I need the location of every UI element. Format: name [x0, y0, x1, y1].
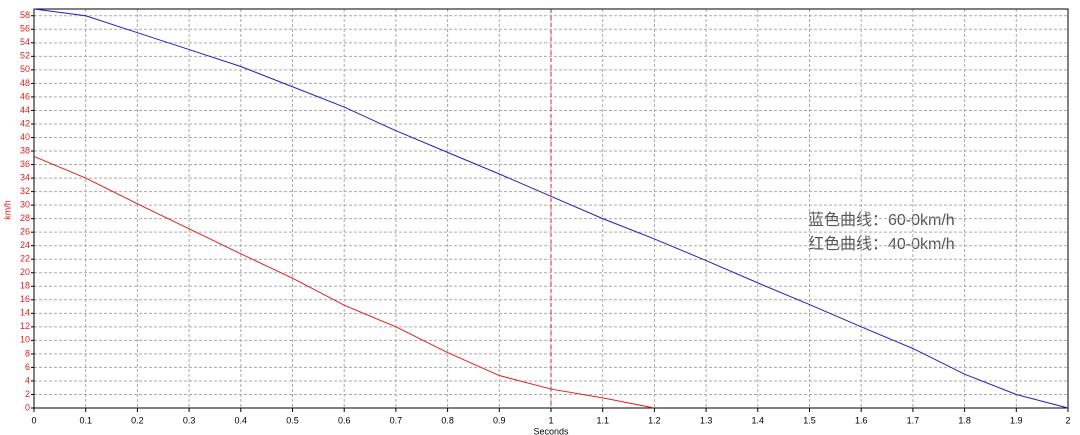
x-tick-label: 0.9 — [493, 415, 506, 425]
x-tick-label: 0.6 — [338, 415, 351, 425]
y-tick-label: 50 — [20, 64, 30, 74]
x-tick-label: 1.7 — [907, 415, 920, 425]
y-tick-label: 56 — [20, 24, 30, 34]
y-tick-label: 18 — [20, 281, 30, 291]
y-tick-label: 48 — [20, 78, 30, 88]
x-tick-label: 1.5 — [803, 415, 816, 425]
y-tick-label: 2 — [25, 389, 30, 399]
y-tick-label: 8 — [25, 348, 30, 358]
x-tick-label: 0.5 — [286, 415, 299, 425]
y-tick-label: 10 — [20, 335, 30, 345]
y-tick-label: 22 — [20, 254, 30, 264]
x-tick-label: 1.8 — [958, 415, 971, 425]
x-tick-label: 1 — [548, 415, 553, 425]
x-tick-label: 1.6 — [855, 415, 868, 425]
plot-frame — [33, 8, 1069, 409]
y-tick-label: 16 — [20, 294, 30, 304]
y-tick-label: 34 — [20, 172, 30, 182]
y-tick-label: 4 — [25, 375, 30, 385]
y-tick-label: 26 — [20, 227, 30, 237]
y-tick-label: 44 — [20, 105, 30, 115]
x-tick-label: 2 — [1065, 415, 1070, 425]
x-tick-label: 0 — [31, 415, 36, 425]
y-tick-label: 6 — [25, 362, 30, 372]
y-tick-label: 24 — [20, 240, 30, 250]
x-tick-label: 1.3 — [700, 415, 713, 425]
line-series — [33, 8, 1069, 409]
x-tick-label: 0.1 — [79, 415, 92, 425]
y-tick-label: 36 — [20, 159, 30, 169]
x-tick-label: 0.7 — [390, 415, 403, 425]
x-tick-label: 0.2 — [131, 415, 144, 425]
y-tick-label: 14 — [20, 308, 30, 318]
y-tick-label: 58 — [20, 10, 30, 20]
x-axis-label: Seconds — [533, 426, 569, 435]
y-tick-label: 40 — [20, 132, 30, 142]
x-tick-label: 0.3 — [183, 415, 196, 425]
annotation: 红色曲线：40-0km/h — [808, 235, 955, 253]
annotation: 蓝色曲线：60-0km/h — [808, 211, 955, 229]
y-tick-label: 0 — [25, 402, 30, 412]
y-tick-label: 52 — [20, 51, 30, 61]
y-tick-label: 38 — [20, 145, 30, 155]
y-tick-label: 28 — [20, 213, 30, 223]
x-tick-label: 1.2 — [648, 415, 661, 425]
y-tick-label: 20 — [20, 267, 30, 277]
x-tick-label: 1.4 — [752, 415, 765, 425]
y-tick-label: 46 — [20, 91, 30, 101]
y-axis-label: km/h — [2, 200, 12, 220]
x-tick-label: 1.1 — [596, 415, 609, 425]
y-tick-label: 42 — [20, 118, 30, 128]
y-tick-label: 12 — [20, 321, 30, 331]
x-tick-label: 1.9 — [1010, 415, 1023, 425]
y-tick-label: 54 — [20, 37, 30, 47]
line-series — [33, 155, 655, 409]
y-tick-label: 30 — [20, 199, 30, 209]
y-tick-label: 32 — [20, 186, 30, 196]
x-tick-label: 0.4 — [235, 415, 248, 425]
x-tick-label: 0.8 — [441, 415, 454, 425]
